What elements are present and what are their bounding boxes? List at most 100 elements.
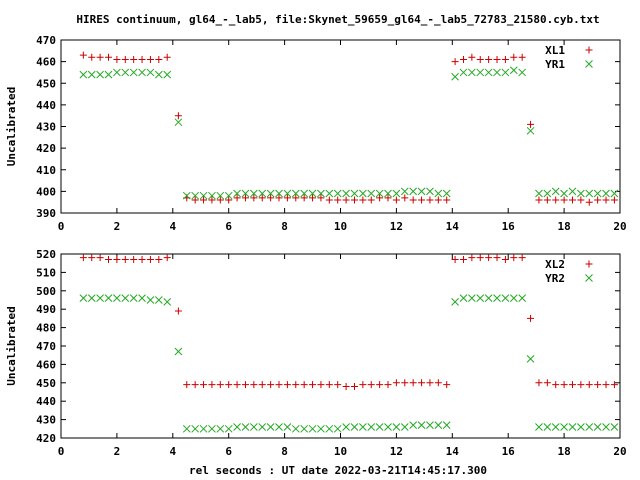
data-point — [577, 423, 585, 431]
data-point — [418, 379, 426, 387]
data-point — [283, 189, 292, 198]
data-point — [568, 423, 577, 431]
data-point — [510, 254, 518, 262]
data-point — [543, 189, 552, 198]
data-point — [401, 379, 409, 387]
data-point — [610, 423, 619, 431]
x-tick-label: 14 — [446, 220, 460, 233]
data-point — [182, 424, 191, 433]
data-point — [468, 294, 476, 303]
data-point — [485, 254, 493, 262]
y-tick-label: 430 — [36, 414, 56, 427]
x-tick-label: 2 — [114, 220, 121, 233]
data-point — [392, 196, 400, 204]
data-point — [216, 381, 224, 389]
data-point — [130, 256, 138, 264]
series-yr2 — [79, 294, 619, 433]
data-point — [199, 191, 208, 200]
data-point — [146, 256, 154, 264]
chart-panels: 0 2 4 6 8 10 12 14 16 18 2039040041042043044045046… — [5, 34, 627, 458]
data-point — [96, 53, 104, 61]
data-point — [418, 196, 426, 204]
data-point — [468, 254, 476, 262]
data-point — [509, 294, 518, 303]
data-point — [350, 196, 358, 204]
data-point — [267, 194, 275, 202]
data-point — [104, 70, 113, 79]
data-point — [283, 194, 291, 202]
data-point — [426, 379, 434, 387]
data-point — [484, 294, 493, 303]
data-point — [560, 189, 568, 198]
data-point — [216, 191, 225, 200]
data-point — [493, 254, 501, 262]
data-point — [233, 423, 241, 431]
data-point — [359, 381, 367, 389]
data-point — [535, 379, 543, 387]
chart-title: HIRES continuum, gl64_-_lab5, file:Skyne… — [76, 13, 599, 26]
data-point — [325, 196, 333, 204]
x-tick-label: 14 — [446, 445, 460, 458]
data-point — [154, 296, 163, 304]
data-point — [250, 189, 258, 198]
y-tick-label: 440 — [36, 395, 56, 408]
data-point — [334, 196, 342, 204]
data-point — [163, 70, 172, 79]
data-point — [484, 68, 493, 77]
data-point — [266, 189, 275, 198]
data-point — [129, 294, 138, 303]
data-point — [146, 55, 154, 63]
y-tick-label: 500 — [36, 285, 56, 298]
data-point — [551, 187, 560, 196]
data-point — [96, 70, 104, 79]
data-point — [400, 187, 409, 196]
y-tick-label: 420 — [36, 142, 56, 155]
data-point — [602, 381, 610, 389]
data-point — [308, 189, 317, 198]
data-point — [275, 381, 283, 389]
data-point — [409, 421, 418, 429]
legend-label: XL1 — [545, 44, 565, 57]
data-point — [267, 381, 275, 389]
data-point — [376, 194, 384, 202]
data-point — [350, 423, 359, 431]
data-point — [79, 254, 87, 262]
data-point — [174, 347, 183, 356]
data-point — [233, 194, 241, 202]
data-point — [121, 55, 129, 63]
data-point — [138, 294, 146, 303]
y-tick-label: 470 — [36, 340, 56, 353]
data-point — [400, 423, 409, 431]
data-point — [241, 194, 249, 202]
y-tick-label: 440 — [36, 99, 56, 112]
data-point — [79, 51, 87, 59]
legend-marker — [585, 60, 593, 68]
data-point — [258, 381, 266, 389]
data-point — [113, 294, 121, 303]
x-tick-label: 16 — [502, 445, 516, 458]
data-point — [359, 423, 367, 431]
x-tick-label: 0 — [58, 445, 65, 458]
data-point — [610, 189, 619, 198]
data-point — [191, 191, 200, 200]
data-point — [138, 256, 146, 264]
data-point — [317, 381, 325, 389]
y-tick-label: 460 — [36, 56, 56, 69]
data-point — [325, 381, 333, 389]
legend-marker — [585, 260, 593, 268]
data-point — [526, 355, 535, 363]
y-axis-label: Uncalibrated — [5, 306, 18, 385]
data-point — [426, 196, 434, 204]
legend-marker — [585, 46, 593, 54]
data-point — [518, 68, 527, 77]
data-point — [105, 256, 113, 264]
data-point — [291, 189, 300, 198]
data-point — [291, 424, 300, 433]
data-point — [560, 381, 568, 389]
data-point — [199, 424, 208, 433]
data-point — [283, 381, 291, 389]
data-point — [493, 68, 501, 77]
data-point — [426, 421, 434, 429]
data-point — [79, 70, 88, 79]
data-point — [163, 53, 171, 61]
